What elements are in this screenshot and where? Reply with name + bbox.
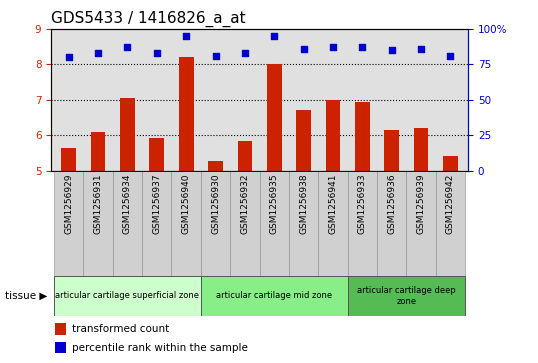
Bar <box>289 171 318 276</box>
Point <box>123 45 132 50</box>
Text: GSM1256939: GSM1256939 <box>416 174 426 234</box>
Bar <box>61 148 76 171</box>
Point <box>299 46 308 52</box>
Bar <box>318 171 348 276</box>
Bar <box>260 171 289 276</box>
Point <box>446 53 455 59</box>
Text: GSM1256940: GSM1256940 <box>182 174 190 234</box>
Bar <box>267 64 281 171</box>
Bar <box>406 171 436 276</box>
Text: tissue ▶: tissue ▶ <box>5 291 48 301</box>
Bar <box>377 171 406 276</box>
Point <box>94 50 102 56</box>
Point <box>152 50 161 56</box>
Bar <box>179 57 194 171</box>
Bar <box>384 130 399 171</box>
Bar <box>230 171 260 276</box>
Point <box>182 33 190 39</box>
Text: GSM1256937: GSM1256937 <box>152 174 161 234</box>
Text: GSM1256932: GSM1256932 <box>240 174 250 234</box>
Text: articular cartilage superficial zone: articular cartilage superficial zone <box>55 291 200 300</box>
Point <box>240 50 249 56</box>
Text: GSM1256929: GSM1256929 <box>64 174 73 234</box>
Text: GSM1256933: GSM1256933 <box>358 174 367 234</box>
Bar <box>55 342 66 354</box>
Bar <box>348 171 377 276</box>
Point <box>211 53 220 59</box>
Bar <box>120 98 135 171</box>
Text: GSM1256934: GSM1256934 <box>123 174 132 234</box>
Point <box>270 33 279 39</box>
Bar <box>201 171 230 276</box>
Bar <box>325 100 341 171</box>
Point <box>387 47 396 53</box>
Bar <box>113 171 142 276</box>
Bar <box>443 156 458 171</box>
Text: GSM1256936: GSM1256936 <box>387 174 396 234</box>
Bar <box>54 276 201 316</box>
Bar <box>355 102 370 171</box>
Text: GSM1256931: GSM1256931 <box>94 174 103 234</box>
Text: GSM1256938: GSM1256938 <box>299 174 308 234</box>
Point <box>417 46 426 52</box>
Bar <box>54 171 83 276</box>
Text: GSM1256942: GSM1256942 <box>446 174 455 234</box>
Bar <box>142 171 172 276</box>
Bar <box>436 171 465 276</box>
Bar <box>238 140 252 171</box>
Text: GSM1256941: GSM1256941 <box>329 174 337 234</box>
Point <box>65 54 73 60</box>
Bar <box>172 171 201 276</box>
Text: articular cartilage deep
zone: articular cartilage deep zone <box>357 286 456 306</box>
Text: transformed count: transformed count <box>72 324 169 334</box>
Bar <box>208 161 223 171</box>
Bar <box>348 276 465 316</box>
Bar <box>296 110 311 171</box>
Bar <box>83 171 113 276</box>
Point <box>358 45 367 50</box>
Text: percentile rank within the sample: percentile rank within the sample <box>72 343 248 353</box>
Text: GDS5433 / 1416826_a_at: GDS5433 / 1416826_a_at <box>51 11 246 27</box>
Bar <box>91 132 105 171</box>
Text: articular cartilage mid zone: articular cartilage mid zone <box>216 291 332 300</box>
Bar <box>150 138 164 171</box>
Text: GSM1256935: GSM1256935 <box>270 174 279 234</box>
Bar <box>55 323 66 335</box>
Bar <box>201 276 348 316</box>
Bar <box>414 128 428 171</box>
Point <box>329 45 337 50</box>
Text: GSM1256930: GSM1256930 <box>211 174 220 234</box>
